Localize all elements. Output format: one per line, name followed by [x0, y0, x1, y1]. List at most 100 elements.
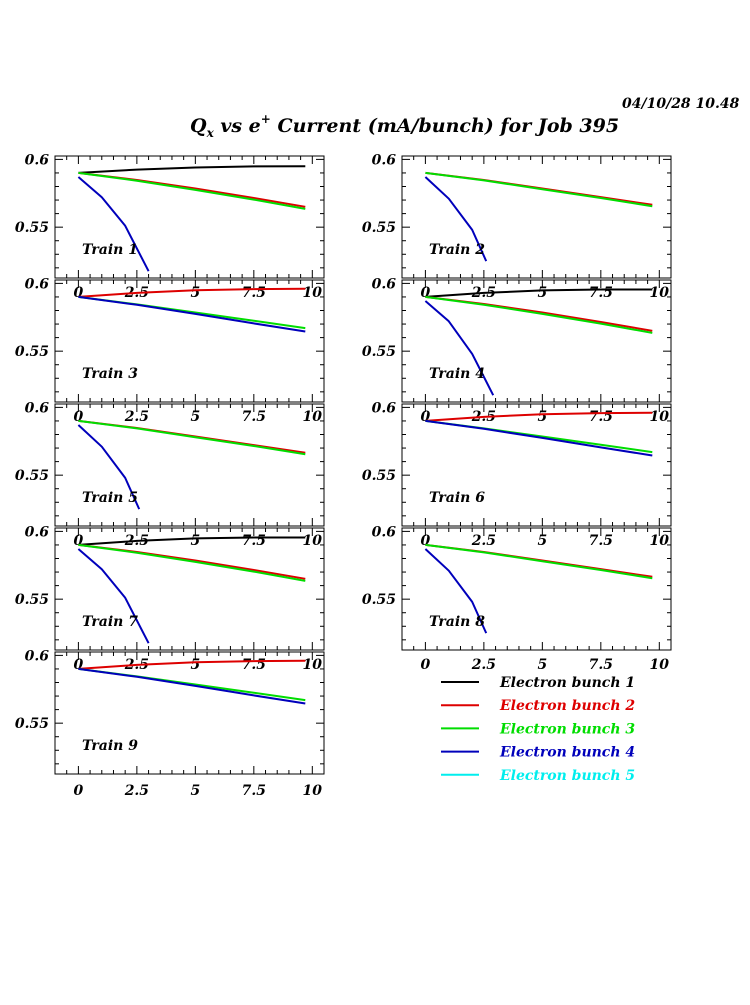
panel-train-2-x-tick-label: 0 [421, 285, 431, 301]
panel-train-8-x-tick-label: 7.5 [589, 657, 613, 673]
panel-train-8-x-tick-label: 0 [421, 657, 431, 673]
legend: Electron bunch 1 Electron bunch 2 Electron… [441, 675, 635, 784]
panel-train-9-y-tick-label: 0.55 [15, 716, 49, 732]
panel-train-7-x-tick-label: 10 [303, 657, 323, 673]
panel-train-8-y-tick-label: 0.55 [362, 592, 396, 608]
panel-train-9-series-electron-bunch-2 [78, 659, 306, 670]
chart-title: Qx vs e+ Current (mA/bunch) for Job 395 [190, 112, 619, 140]
title-q: Q [190, 115, 207, 137]
panel-train-8-series-electron-bunch-4 [424, 548, 488, 634]
legend-label-electron-bunch-2: Electron bunch 2 [499, 698, 635, 714]
panel-train-8-series-electron-bunch-3 [425, 543, 653, 580]
panel-train-3-x-tick-label: 5 [190, 409, 200, 425]
panel-train-9-frame [54, 651, 325, 775]
panel-train-3-series-electron-bunch-2 [78, 287, 306, 298]
panel-train-4-series-electron-bunch-4 [424, 300, 495, 396]
panel-train-3-frame [54, 279, 325, 403]
panel-train-7-series-electron-bunch-1 [78, 536, 306, 546]
panel-train-8-y-tick-label: 0.6 [372, 524, 397, 540]
panel-train-2-frame [401, 155, 672, 279]
panel-train-3-x-tick-label: 2.5 [124, 409, 149, 425]
panel-train-9-x-tick-label: 7.5 [242, 783, 266, 799]
panel-train-3-y-tick-label: 0.55 [15, 344, 49, 360]
legend-label-electron-bunch-1: Electron bunch 1 [499, 675, 635, 691]
panel-train-1-label: Train 1 [82, 242, 138, 258]
panel-train-3-label: Train 3 [82, 366, 138, 382]
panel-train-6-x-tick-label: 7.5 [589, 533, 613, 549]
panel-train-1-series-electron-bunch-3 [78, 171, 306, 210]
panel-train-8: 0.6 0.55 0 2.5 5 7.5 10 Train 8 [362, 524, 672, 673]
panel-train-4-x-tick-label: 5 [537, 409, 547, 425]
panel-train-9-y-tick-label: 0.6 [25, 648, 50, 664]
panel-train-7-y-tick-label: 0.6 [25, 524, 50, 540]
title-rest: Current (mA/bunch) for Job 395 [271, 115, 619, 137]
panel-train-1-y-tick-label: 0.55 [15, 220, 49, 236]
panel-train-1-x-tick-label: 5 [190, 285, 200, 301]
panel-train-7-series-electron-bunch-3 [78, 543, 306, 582]
panel-train-8-x-tick-label: 10 [650, 657, 670, 673]
panel-train-7-x-tick-label: 5 [190, 657, 200, 673]
panel-train-6-series-electron-bunch-2 [425, 411, 653, 422]
panel-train-5-x-tick-label: 0 [74, 533, 84, 549]
panels-group: 0.6 0.55 0 2.5 5 7.5 10 Train 1 0.6 0.55 0 2.5 5 7.5 1… [15, 152, 672, 799]
panel-train-1-series-electron-bunch-1 [78, 165, 306, 174]
legend-label-electron-bunch-3: Electron bunch 3 [499, 721, 635, 737]
panel-train-9-series-electron-bunch-4 [78, 667, 306, 705]
panel-train-4-y-tick-label: 0.6 [372, 276, 397, 292]
panel-train-7-label: Train 7 [82, 614, 138, 630]
panel-train-5-series-electron-bunch-4 [77, 424, 141, 510]
panel-train-4-y-tick-label: 0.55 [362, 344, 396, 360]
panel-train-2-series-electron-bunch-4 [424, 176, 488, 262]
panel-train-7-frame [54, 527, 325, 651]
panel-train-2-y-tick-label: 0.55 [362, 220, 396, 236]
panel-train-9-x-tick-label: 0 [74, 783, 84, 799]
panel-train-4-series-electron-bunch-1 [425, 288, 653, 298]
panel-train-3-x-tick-label: 0 [74, 409, 84, 425]
panel-train-1-x-tick-label: 10 [303, 285, 323, 301]
panel-train-6-y-tick-label: 0.55 [362, 468, 396, 484]
panel-train-1-y-tick-label: 0.6 [25, 152, 50, 168]
panel-train-8-frame [401, 527, 672, 651]
panel-train-4-frame [401, 279, 672, 403]
panel-train-6-label: Train 6 [429, 490, 485, 506]
panel-train-1-series-electron-bunch-4 [77, 176, 150, 272]
panel-train-3-x-tick-label: 10 [303, 409, 323, 425]
legend-label-electron-bunch-5: Electron bunch 5 [499, 768, 635, 784]
panel-train-5-y-tick-label: 0.55 [15, 468, 49, 484]
panel-train-7-series-electron-bunch-4 [77, 548, 150, 644]
panel-train-4-x-tick-label: 10 [650, 409, 670, 425]
panel-train-2-x-tick-label: 5 [537, 285, 547, 301]
panel-train-3-x-tick-label: 7.5 [242, 409, 266, 425]
panel-train-5-x-tick-label: 5 [190, 533, 200, 549]
panel-train-5-series-electron-bunch-3 [78, 419, 306, 456]
panel-train-6: 0.6 0.55 0 2.5 5 7.5 10 Train 6 [362, 400, 672, 549]
panel-train-4-x-tick-label: 0 [421, 409, 431, 425]
panel-train-5-y-tick-label: 0.6 [25, 400, 50, 416]
panel-train-6-series-electron-bunch-4 [425, 419, 653, 457]
panel-train-8-label: Train 8 [429, 614, 485, 630]
title-e-superscript: + [261, 112, 271, 126]
panel-train-1-frame [54, 155, 325, 279]
panel-train-8-x-tick-label: 5 [537, 657, 547, 673]
panel-train-7-y-tick-label: 0.55 [15, 592, 49, 608]
panel-train-5: 0.6 0.55 0 2.5 5 7.5 10 Train 5 [15, 400, 325, 549]
panel-train-9: 0.6 0.55 0 2.5 5 7.5 10 Train 9 [15, 648, 325, 799]
panel-train-6-x-tick-label: 0 [421, 533, 431, 549]
panel-train-9-x-tick-label: 10 [303, 783, 323, 799]
panel-train-4-label: Train 4 [429, 366, 485, 382]
panel-train-1-x-tick-label: 0 [74, 285, 84, 301]
panel-train-6-x-tick-label: 10 [650, 533, 670, 549]
panel-train-6-y-tick-label: 0.6 [372, 400, 397, 416]
legend-label-electron-bunch-4: Electron bunch 4 [499, 745, 635, 761]
panel-train-5-frame [54, 403, 325, 527]
panel-train-8-x-tick-label: 2.5 [471, 657, 496, 673]
date-stamp: 04/10/28 10.48 [622, 96, 740, 112]
panel-train-9-x-tick-label: 5 [190, 783, 200, 799]
panel-train-2-label: Train 2 [429, 242, 485, 258]
panel-train-9-label: Train 9 [82, 738, 138, 754]
title-vs: vs e [214, 115, 261, 137]
